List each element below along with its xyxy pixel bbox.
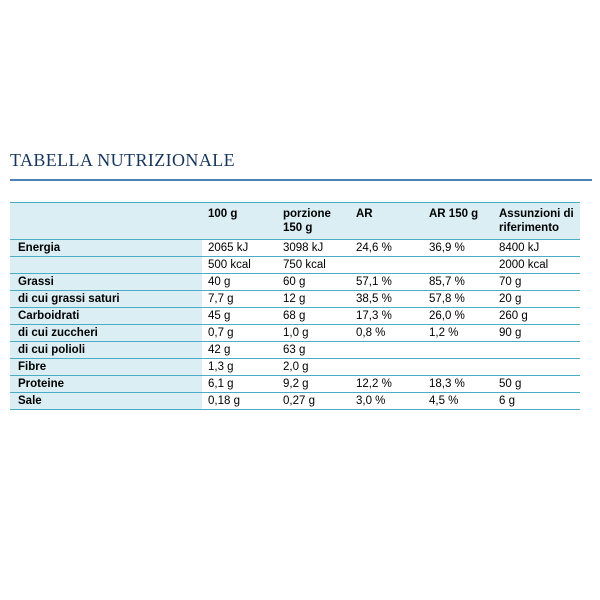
table-row: Sale 0,18 g 0,27 g 3,0 % 4,5 % 6 g: [10, 392, 580, 410]
row-value: 2065 kJ: [202, 239, 277, 257]
row-value: 60 g: [277, 273, 350, 291]
table-row: Carboidrati 45 g 68 g 17,3 % 26,0 % 260 g: [10, 307, 580, 325]
row-value: 18,3 %: [423, 375, 493, 393]
row-value: 24,6 %: [350, 239, 423, 257]
row-value: 70 g: [493, 273, 580, 291]
column-header: AR: [350, 202, 423, 240]
table-row: Proteine 6,1 g 9,2 g 12,2 % 18,3 % 50 g: [10, 375, 580, 393]
row-value: 0,7 g: [202, 324, 277, 342]
row-value: 3,0 %: [350, 392, 423, 410]
row-value: 3098 kJ: [277, 239, 350, 257]
table-row: Energia 2065 kJ 3098 kJ 24,6 % 36,9 % 8400 kJ: [10, 239, 580, 257]
row-value: 38,5 %: [350, 290, 423, 308]
row-label: [10, 256, 202, 274]
row-value: 1,2 %: [423, 324, 493, 342]
row-value: 45 g: [202, 307, 277, 325]
column-header: 100 g: [202, 202, 277, 240]
row-value: 0,18 g: [202, 392, 277, 410]
row-value: 4,5 %: [423, 392, 493, 410]
row-value: 260 g: [493, 307, 580, 325]
row-value: 85,7 %: [423, 273, 493, 291]
column-header: porzione 150 g: [277, 202, 350, 240]
row-value: 50 g: [493, 375, 580, 393]
row-value: 1,0 g: [277, 324, 350, 342]
row-label: Energia: [10, 239, 202, 257]
row-label: Proteine: [10, 375, 202, 393]
row-value: 9,2 g: [277, 375, 350, 393]
column-header: AR 150 g: [423, 202, 493, 240]
row-label: di cui polioli: [10, 341, 202, 359]
row-value: 12,2 %: [350, 375, 423, 393]
table-row: di cui polioli 42 g 63 g: [10, 341, 580, 359]
row-value: 750 kcal: [277, 256, 350, 274]
row-value: 0,8 %: [350, 324, 423, 342]
row-value: 26,0 %: [423, 307, 493, 325]
title-block: TABELLA NUTRIZIONALE: [10, 150, 592, 181]
row-value: 42 g: [202, 341, 277, 359]
row-value: 63 g: [277, 341, 350, 359]
row-value: 36,9 %: [423, 239, 493, 257]
row-value: [423, 341, 493, 359]
row-label: Grassi: [10, 273, 202, 291]
column-header: Assunzioni di riferimento: [493, 202, 580, 240]
row-value: 6,1 g: [202, 375, 277, 393]
row-value: 90 g: [493, 324, 580, 342]
row-label: Carboidrati: [10, 307, 202, 325]
row-value: [350, 358, 423, 376]
row-value: 20 g: [493, 290, 580, 308]
row-value: 1,3 g: [202, 358, 277, 376]
row-value: [350, 256, 423, 274]
nutrition-table: 100 g porzione 150 g AR AR 150 g Assunzioni …: [10, 202, 580, 410]
row-value: [423, 358, 493, 376]
table-row: Grassi 40 g 60 g 57,1 % 85,7 % 70 g: [10, 273, 580, 291]
table-row: Fibre 1,3 g 2,0 g: [10, 358, 580, 376]
row-value: [350, 341, 423, 359]
row-value: 6 g: [493, 392, 580, 410]
row-label: di cui grassi saturi: [10, 290, 202, 308]
row-value: 68 g: [277, 307, 350, 325]
table-body: Energia 2065 kJ 3098 kJ 24,6 % 36,9 % 8400 kJ…: [10, 239, 580, 410]
table-row: di cui grassi saturi 7,7 g 12 g 38,5 % 57,8 …: [10, 290, 580, 308]
row-value: 12 g: [277, 290, 350, 308]
table-row: di cui zuccheri 0,7 g 1,0 g 0,8 % 1,2 % 90 g: [10, 324, 580, 342]
row-value: 40 g: [202, 273, 277, 291]
table-header: 100 g porzione 150 g AR AR 150 g Assunzioni …: [10, 202, 580, 240]
row-value: [493, 341, 580, 359]
row-label: Sale: [10, 392, 202, 410]
row-value: 8400 kJ: [493, 239, 580, 257]
row-value: 0,27 g: [277, 392, 350, 410]
row-value: [493, 358, 580, 376]
row-value: 57,8 %: [423, 290, 493, 308]
header-row: 100 g porzione 150 g AR AR 150 g Assunzioni …: [10, 202, 580, 240]
row-value: 17,3 %: [350, 307, 423, 325]
row-value: 2,0 g: [277, 358, 350, 376]
table-row: 500 kcal 750 kcal 2000 kcal: [10, 256, 580, 274]
row-value: 500 kcal: [202, 256, 277, 274]
row-value: 7,7 g: [202, 290, 277, 308]
row-value: 2000 kcal: [493, 256, 580, 274]
page-title: TABELLA NUTRIZIONALE: [10, 150, 236, 170]
row-value: [423, 256, 493, 274]
row-value: 57,1 %: [350, 273, 423, 291]
row-label: di cui zuccheri: [10, 324, 202, 342]
row-label: Fibre: [10, 358, 202, 376]
column-header-label: [10, 202, 202, 240]
